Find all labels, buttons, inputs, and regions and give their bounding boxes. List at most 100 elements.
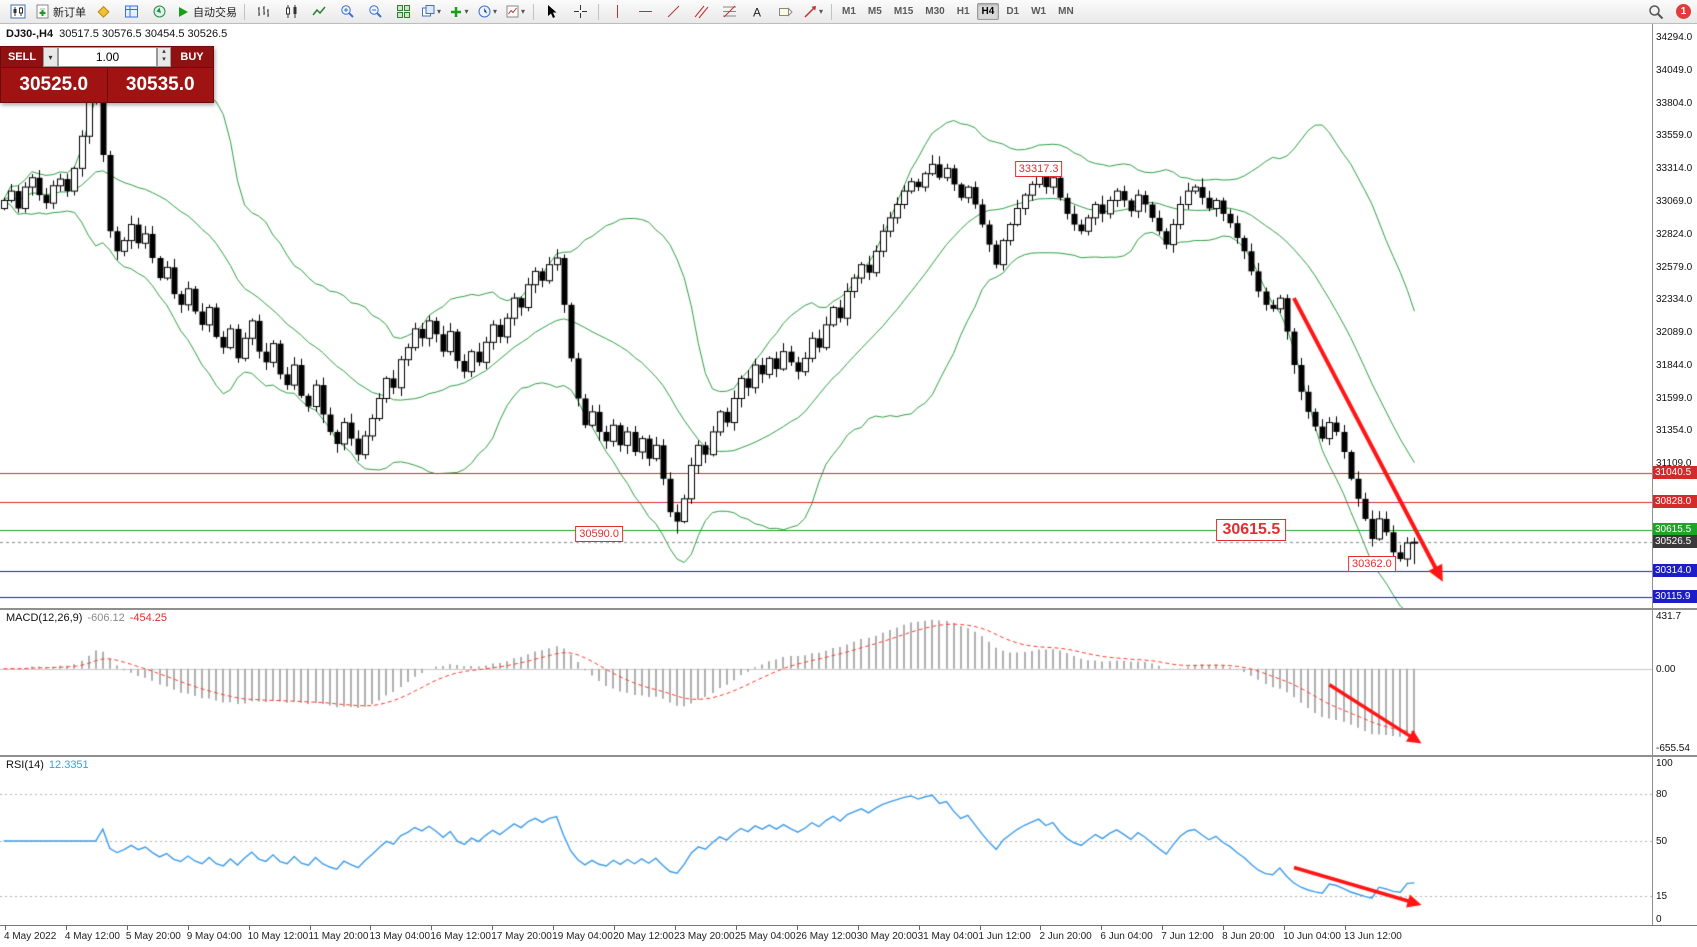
navigator-compass-icon	[153, 5, 165, 18]
notifications-badge[interactable]: 1	[1676, 4, 1691, 19]
time-axis-label: 4 May 12:00	[64, 931, 120, 942]
order-type-dropdown[interactable]: ▾	[43, 47, 58, 67]
zoom-out-button[interactable]	[361, 1, 389, 23]
text-tool[interactable]: A	[743, 1, 771, 23]
timeframe-button-mn[interactable]: MN	[1058, 6, 1074, 17]
macd-panel-separator[interactable]	[0, 608, 1697, 610]
chevron-down-icon: ▾	[492, 7, 497, 16]
timeframe-button-w1[interactable]: W1	[1031, 6, 1047, 17]
time-axis-tick	[1162, 926, 1164, 930]
equidistant-channel-tool[interactable]	[687, 1, 715, 23]
price-axis[interactable]: 34294.0 34049.0 33804.0 33559.0 33314.0 33069…	[1652, 24, 1697, 925]
sell-price[interactable]: 30525.0	[1, 68, 107, 102]
time-axis-tick	[370, 926, 372, 930]
time-axis-tick	[553, 926, 555, 930]
fibonacci-tool[interactable]	[715, 1, 743, 23]
time-axis-label: 8 Jun 20:00	[1222, 931, 1275, 942]
time-axis-label: 17 May 20:00	[491, 931, 552, 942]
metaeditor-icon[interactable]	[89, 1, 117, 23]
toolbar: 新订单 自动交易	[0, 0, 1697, 24]
time-axis-tick	[1040, 926, 1042, 930]
volume-up-icon[interactable]: ▴	[162, 48, 166, 55]
add-indicator-plus-icon	[451, 6, 462, 17]
line-chart-icon[interactable]	[305, 1, 333, 23]
rsi-name: RSI(14)	[6, 759, 44, 771]
market-watch-icon[interactable]	[117, 1, 145, 23]
candlestick-chart-icon[interactable]	[277, 1, 305, 23]
time-axis-tick	[796, 926, 798, 930]
price-axis-label: 31844.0	[1656, 359, 1693, 371]
price-axis-badge: 30526.5	[1653, 535, 1697, 549]
bar-chart-icon[interactable]	[249, 1, 277, 23]
time-axis-tick	[918, 926, 920, 930]
template-dropdown[interactable]: ▾	[501, 1, 529, 23]
macd-signal-value: -454.25	[129, 612, 168, 624]
chevron-down-icon: ▾	[818, 7, 823, 16]
sell-button[interactable]: SELL	[1, 47, 43, 67]
buy-button[interactable]: BUY	[171, 47, 213, 67]
timeframe-button-h4[interactable]: H4	[976, 3, 1000, 20]
price-axis-label: 80	[1656, 789, 1668, 801]
price-axis-badge: 30615.5	[1653, 523, 1697, 537]
rsi-panel-separator[interactable]	[0, 755, 1697, 757]
macd-indicator-canvas[interactable]	[0, 610, 1652, 755]
time-axis-tick	[1345, 926, 1346, 930]
search-button[interactable]	[1642, 1, 1670, 23]
new-order-icon	[36, 4, 49, 19]
time-axis-tick	[675, 926, 676, 930]
vertical-line-tool[interactable]	[603, 1, 631, 23]
time-axis-tick	[5, 926, 6, 930]
time-axis-label: 5 May 20:00	[125, 931, 181, 942]
timeframe-button-m1[interactable]: M1	[842, 6, 856, 17]
new-order-button[interactable]: 新订单	[32, 1, 89, 23]
volume-down-icon[interactable]: ▾	[162, 56, 166, 63]
macd-name: MACD(12,26,9)	[6, 612, 83, 624]
zoom-in-button[interactable]	[333, 1, 361, 23]
navigator-icon[interactable]	[145, 1, 173, 23]
horizontal-line-tool[interactable]	[631, 1, 659, 23]
time-axis-label: 10 Jun 04:00	[1283, 931, 1341, 942]
time-axis-label: 19 May 04:00	[552, 931, 613, 942]
time-axis[interactable]: 4 May 2022 4 May 12:00 5 May 20:00 9 May 04…	[0, 925, 1697, 947]
fibonacci-icon	[722, 5, 736, 18]
buy-price[interactable]: 30535.0	[106, 68, 213, 102]
time-axis-tick	[126, 926, 128, 930]
cursor-tool[interactable]	[538, 1, 566, 23]
time-axis-label: 30 May 20:00	[856, 931, 918, 942]
period-dropdown[interactable]: ▾	[473, 1, 501, 23]
main-chart-canvas[interactable]	[0, 24, 1652, 608]
time-axis-label: 10 May 12:00	[247, 931, 309, 942]
auto-trading-button[interactable]: 自动交易	[173, 1, 240, 23]
rsi-indicator-canvas[interactable]	[0, 757, 1652, 925]
volume-input[interactable]	[58, 47, 157, 67]
trendline-tool[interactable]	[659, 1, 687, 23]
arrows-dropdown[interactable]: ▾	[799, 1, 827, 23]
time-axis-tick	[248, 926, 250, 930]
timeframe-button-m5[interactable]: M5	[867, 6, 882, 17]
arrange-windows-dropdown[interactable]: ▾	[417, 1, 445, 23]
timeframe-button-d1[interactable]: D1	[1006, 6, 1020, 17]
tile-windows-icon[interactable]	[389, 1, 417, 23]
timeframe-button-m30[interactable]: M30	[925, 6, 945, 17]
crosshair-tool[interactable]	[566, 1, 594, 23]
price-axis-label: 31599.0	[1656, 392, 1693, 404]
chevron-down-icon: ▾	[436, 7, 441, 16]
cursor-arrow-icon	[548, 5, 557, 18]
price-axis-label: 100	[1656, 758, 1673, 769]
price-axis-label: 431.7	[1656, 611, 1682, 622]
time-axis-label: 9 May 04:00	[186, 931, 242, 942]
time-axis-label: 2 Jun 20:00	[1039, 931, 1092, 942]
timeframe-button-h1[interactable]: H1	[956, 6, 970, 17]
charts-window-icon[interactable]	[4, 1, 32, 23]
arrow-object-icon	[804, 6, 816, 18]
time-axis-label: 20 May 12:00	[613, 931, 674, 942]
price-axis-label: -655.54	[1656, 743, 1690, 754]
time-axis-label: 16 May 12:00	[430, 931, 491, 942]
volume-stepper[interactable]: ▴ ▾	[157, 47, 171, 67]
timeframe-button-m15[interactable]: M15	[893, 6, 914, 17]
label-tool[interactable]	[771, 1, 799, 23]
chart-ohlc-header: DJ30-,H4 30517.5 30576.5 30454.5 30526.5	[6, 28, 227, 40]
price-axis-label: 32824.0	[1656, 228, 1693, 240]
channel-icon	[694, 5, 708, 19]
add-indicator-dropdown[interactable]: ▾	[445, 1, 473, 23]
